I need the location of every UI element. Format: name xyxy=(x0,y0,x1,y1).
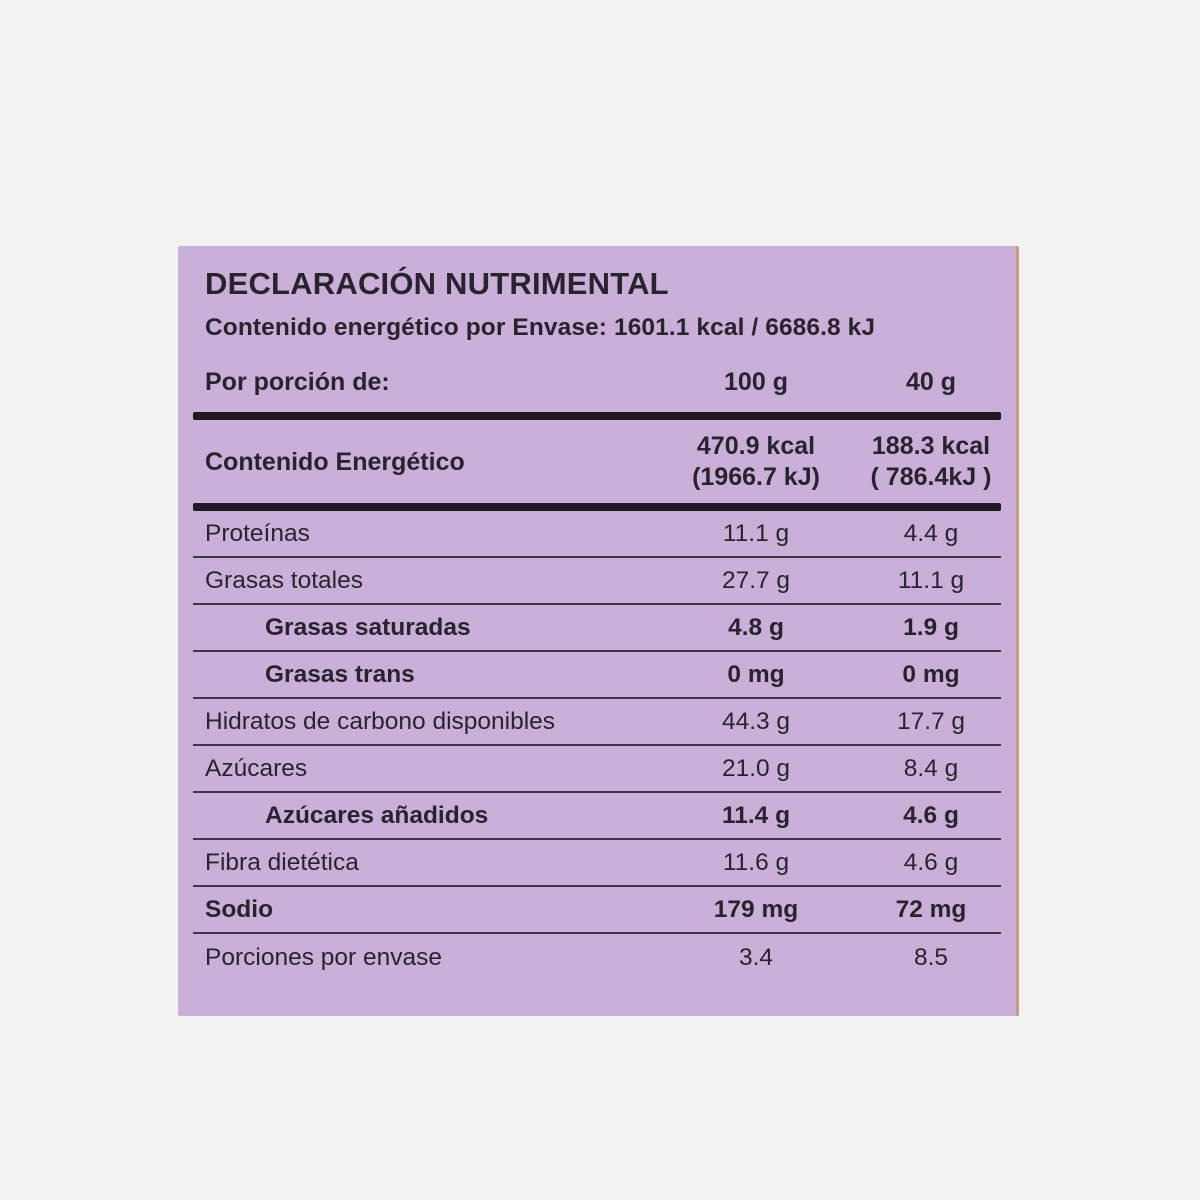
nutrition-label-card: DECLARACIÓN NUTRIMENTAL Contenido energé… xyxy=(178,246,1019,1016)
nutrient-value-40g: 4.6 g xyxy=(903,801,959,829)
nutrient-value-100g: 27.7 g xyxy=(721,566,791,594)
nutrient-value-40g: 4.4 g xyxy=(903,519,959,547)
nutrition-title: DECLARACIÓN NUTRIMENTAL xyxy=(205,266,669,301)
nutrient-value-40g: 72 mg xyxy=(895,895,967,923)
nutrient-label: Azúcares xyxy=(205,754,308,782)
nutrient-value-40g: 8.4 g xyxy=(903,754,959,782)
energy-value-100g: 470.9 kcal (1966.7 kJ) xyxy=(651,431,861,493)
nutrient-rows: Proteínas 11.1 g 4.4 g Grasas totales 27… xyxy=(193,511,1001,981)
nutrient-value-100g: 4.8 g xyxy=(728,613,784,641)
nutrient-row: Proteínas 11.1 g 4.4 g xyxy=(193,511,1001,558)
serving-size-40g: 40 g xyxy=(905,368,957,396)
nutrient-value-100g: 11.1 g xyxy=(722,519,790,547)
nutrient-value-40g: 4.6 g xyxy=(903,848,959,876)
nutrient-row: Sodio 179 mg 72 mg xyxy=(193,887,1001,934)
nutrient-label: Hidratos de carbono disponibles xyxy=(205,707,556,735)
nutrient-value-100g: 179 mg xyxy=(713,895,799,923)
nutrient-row: Grasas totales 27.7 g 11.1 g xyxy=(193,558,1001,605)
nutrient-row: Grasas trans 0 mg 0 mg xyxy=(193,652,1001,699)
divider-thick-top xyxy=(193,412,1001,420)
energy-kj-40g: ( 786.4kJ ) xyxy=(870,463,992,491)
nutrient-label: Fibra dietética xyxy=(205,848,359,876)
nutrient-row: Fibra dietética 11.6 g 4.6 g xyxy=(193,840,1001,887)
nutrient-row: Porciones por envase 3.4 8.5 xyxy=(193,934,1001,981)
nutrient-value-40g: 1.9 g xyxy=(903,613,959,641)
energy-content-label: Contenido Energético xyxy=(205,447,465,476)
nutrient-value-100g: 0 mg xyxy=(727,660,785,688)
nutrient-value-40g: 8.5 xyxy=(913,943,949,971)
energy-kcal-100g: 470.9 kcal xyxy=(696,432,816,460)
nutrient-row: Azúcares 21.0 g 8.4 g xyxy=(193,746,1001,793)
energy-kj-100g: (1966.7 kJ) xyxy=(692,463,820,491)
nutrient-row: Hidratos de carbono disponibles 44.3 g 1… xyxy=(193,699,1001,746)
nutrient-value-100g: 3.4 xyxy=(738,943,774,971)
nutrient-label: Azúcares añadidos xyxy=(265,801,489,829)
nutrient-label: Proteínas xyxy=(205,519,310,547)
nutrient-value-40g: 17.7 g xyxy=(896,707,966,735)
divider-thick-bottom xyxy=(193,503,1001,511)
nutrient-label: Porciones por envase xyxy=(205,943,442,971)
serving-header-label: Por porción de: xyxy=(205,368,390,396)
nutrient-row: Grasas saturadas 4.8 g 1.9 g xyxy=(193,605,1001,652)
nutrient-label: Grasas trans xyxy=(265,660,415,688)
nutrient-value-100g: 21.0 g xyxy=(721,754,791,782)
serving-header-row: Por porción de: 100 g 40 g xyxy=(193,368,1001,397)
nutrient-label: Grasas totales xyxy=(205,566,363,594)
energy-kcal-40g: 188.3 kcal xyxy=(871,432,991,460)
energy-per-package: Contenido energético por Envase: 1601.1 … xyxy=(205,314,876,341)
nutrient-value-40g: 0 mg xyxy=(902,660,960,688)
nutrient-label: Grasas saturadas xyxy=(265,613,471,641)
nutrient-value-100g: 44.3 g xyxy=(721,707,791,735)
energy-content-row: Contenido Energético 470.9 kcal (1966.7 … xyxy=(193,420,1001,503)
serving-size-100g: 100 g xyxy=(724,368,788,396)
energy-value-40g: 188.3 kcal ( 786.4kJ ) xyxy=(861,431,1001,493)
nutrient-row: Azúcares añadidos 11.4 g 4.6 g xyxy=(193,793,1001,840)
nutrient-value-100g: 11.6 g xyxy=(722,848,790,876)
nutrient-label: Sodio xyxy=(205,895,274,923)
nutrient-value-100g: 11.4 g xyxy=(721,801,791,829)
nutrient-value-40g: 11.1 g xyxy=(897,566,965,594)
